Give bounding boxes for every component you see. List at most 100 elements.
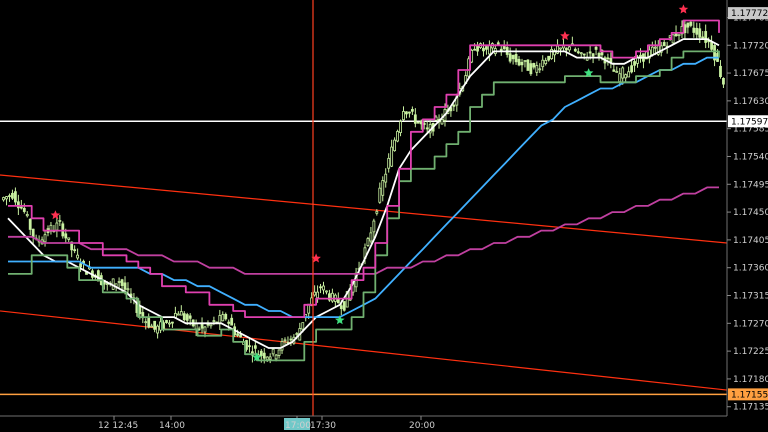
- candle-body: [425, 127, 429, 130]
- candle-body: [535, 65, 539, 73]
- signal-star-6: [678, 4, 689, 14]
- candle-body: [96, 270, 100, 282]
- candle-body: [117, 281, 121, 283]
- candle-body: [322, 285, 325, 291]
- candle-body: [630, 65, 634, 73]
- candle-body: [378, 187, 382, 203]
- candle-body: [319, 286, 322, 289]
- candle-body: [618, 73, 622, 83]
- price-tag-label: 1.17772: [731, 9, 768, 19]
- candle-body: [582, 53, 586, 56]
- price-tick-label: 1.17675: [733, 69, 768, 79]
- candle-body: [695, 27, 699, 35]
- candle-body: [408, 111, 411, 114]
- candle-body: [313, 291, 317, 296]
- candle-body: [126, 288, 130, 291]
- candle-body: [67, 237, 71, 240]
- candle-body: [541, 59, 545, 68]
- candle-body: [316, 291, 319, 299]
- channel-lines: [0, 174, 728, 391]
- candle-body: [64, 233, 68, 239]
- candle-body: [73, 249, 77, 252]
- candle-body: [393, 139, 397, 152]
- candle-body: [402, 111, 405, 121]
- candle-body: [221, 314, 225, 322]
- candle-body: [16, 201, 20, 209]
- candle-body: [14, 191, 17, 203]
- candle-body: [274, 354, 278, 360]
- signal-star-1: [252, 352, 262, 362]
- signal-star-5: [583, 68, 594, 78]
- candle-body: [538, 68, 542, 71]
- candle-body: [262, 352, 266, 359]
- channel-line-0: [0, 174, 728, 244]
- candle-body: [25, 214, 29, 217]
- indicator-lines: [7, 19, 720, 362]
- series-line-3: [8, 50, 720, 362]
- candle-body: [523, 60, 527, 62]
- candle-body: [325, 290, 328, 293]
- candle-body: [701, 36, 705, 39]
- candle-body: [76, 254, 80, 259]
- candle-body: [713, 45, 716, 61]
- channel-line-1: [0, 310, 728, 391]
- candle-body: [722, 78, 725, 85]
- candle-body: [511, 54, 515, 60]
- candle-body: [150, 325, 154, 328]
- candle-body: [8, 195, 11, 198]
- candle-body: [153, 320, 157, 330]
- candle-body: [2, 197, 5, 201]
- candle-body: [239, 334, 242, 338]
- signal-star-3: [335, 315, 345, 325]
- candle-body: [621, 67, 625, 79]
- candle-body: [375, 211, 379, 214]
- candle-body: [265, 356, 269, 361]
- candle-body: [567, 46, 571, 51]
- candle-body: [508, 53, 512, 62]
- price-tick-label: 1.17225: [733, 347, 768, 357]
- candle-body: [5, 196, 8, 200]
- candle-body: [399, 121, 402, 133]
- candle-body: [559, 47, 562, 50]
- candle-body: [405, 111, 408, 115]
- candle-body: [547, 55, 551, 61]
- candle-body: [633, 61, 636, 66]
- candle-body: [529, 63, 533, 75]
- time-tick-label: 17:30: [310, 421, 336, 431]
- candle-body: [698, 28, 702, 38]
- candle-body: [168, 322, 171, 325]
- candle-body: [488, 44, 491, 55]
- candle-body: [253, 345, 257, 349]
- time-tick-highlight: [284, 418, 310, 430]
- candle-body: [224, 313, 228, 320]
- price-tick-label: 1.17180: [733, 375, 768, 385]
- candle-body: [123, 282, 127, 290]
- candle-body: [662, 42, 666, 47]
- candle-body: [606, 57, 610, 60]
- candle-body: [526, 59, 530, 71]
- candle-body: [342, 301, 346, 311]
- candle-body: [179, 311, 183, 316]
- candle-body: [476, 45, 479, 52]
- candle-body: [58, 220, 62, 222]
- candle-body: [185, 314, 189, 321]
- candle-body: [647, 49, 651, 59]
- price-tick-label: 1.17270: [733, 319, 768, 329]
- candle-body: [144, 321, 148, 324]
- candle-body: [79, 263, 82, 268]
- candle-body: [496, 42, 500, 45]
- signal-star-4: [560, 31, 570, 40]
- candle-body: [230, 317, 234, 326]
- candle-body: [650, 46, 654, 56]
- signal-markers: [50, 4, 689, 362]
- price-tick-label: 1.17495: [733, 180, 768, 190]
- price-axis: 1.177651.177201.176751.176301.175851.175…: [727, 13, 768, 413]
- candle-body: [390, 146, 394, 167]
- candle-body: [22, 207, 26, 212]
- candle-body: [452, 104, 456, 107]
- candle-body: [381, 180, 385, 196]
- candle-body: [532, 63, 536, 68]
- candle-body: [259, 350, 263, 357]
- candle-body: [653, 46, 657, 49]
